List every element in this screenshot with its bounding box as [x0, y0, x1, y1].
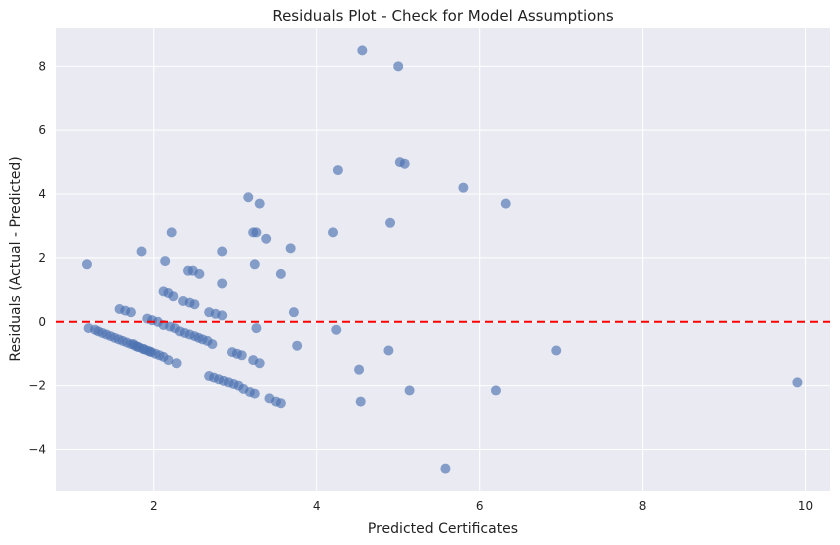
x-axis-label: Predicted Certificates: [368, 521, 518, 537]
data-point: [355, 396, 366, 407]
data-point: [357, 45, 368, 56]
points-layer: [81, 45, 803, 474]
grid-layer: [56, 28, 830, 491]
data-point: [399, 158, 410, 169]
data-point: [251, 227, 262, 238]
y-axis-label: Residuals (Actual - Predicted): [8, 156, 24, 361]
ticks-layer: 2 4 6 8 10 −4 −2 0 2 4 6 8: [28, 59, 813, 513]
data-point: [458, 182, 469, 193]
data-point: [440, 463, 451, 474]
data-point: [404, 385, 415, 396]
data-point: [217, 310, 228, 321]
data-point: [144, 346, 155, 357]
data-point: [163, 355, 174, 366]
y-tick-label: 6: [38, 123, 46, 137]
x-tick-label: 2: [150, 499, 158, 513]
chart-title: Residuals Plot - Check for Model Assumpt…: [272, 7, 614, 25]
data-point: [171, 358, 182, 369]
x-tick-label: 10: [798, 499, 813, 513]
data-point: [207, 339, 218, 350]
data-point: [187, 265, 198, 276]
data-point: [332, 165, 343, 176]
data-point: [160, 256, 171, 267]
y-tick-label: 0: [38, 315, 46, 329]
data-point: [254, 198, 265, 209]
data-point: [288, 307, 299, 318]
data-point: [385, 217, 396, 228]
data-point: [328, 227, 339, 238]
data-point: [792, 377, 803, 388]
data-point: [254, 358, 265, 369]
y-tick-label: −2: [28, 379, 46, 393]
y-tick-label: 8: [38, 59, 46, 73]
data-point: [217, 278, 228, 289]
data-point: [189, 299, 200, 310]
data-point: [551, 345, 562, 356]
data-point: [490, 385, 501, 396]
data-point: [261, 233, 272, 244]
data-point: [249, 388, 260, 399]
y-tick-label: 4: [38, 187, 46, 201]
plot-background: [56, 28, 830, 491]
x-tick-label: 6: [476, 499, 484, 513]
data-point: [292, 340, 303, 351]
x-tick-label: 4: [313, 499, 321, 513]
data-point: [168, 291, 179, 302]
y-tick-label: 2: [38, 251, 46, 265]
data-point: [81, 259, 92, 270]
data-point: [125, 307, 136, 318]
y-tick-label: −4: [28, 442, 46, 456]
data-point: [285, 243, 296, 254]
data-point: [249, 259, 260, 270]
data-point: [243, 192, 254, 203]
data-point: [217, 246, 228, 257]
data-point: [500, 198, 511, 209]
x-tick-label: 8: [639, 499, 647, 513]
data-point: [251, 323, 262, 334]
data-point: [354, 364, 365, 375]
data-point: [393, 61, 404, 72]
data-point: [166, 227, 177, 238]
data-point: [236, 350, 247, 361]
data-point: [331, 324, 342, 335]
data-point: [275, 268, 286, 279]
data-point: [383, 345, 394, 356]
data-point: [275, 398, 286, 409]
data-point: [136, 246, 147, 257]
